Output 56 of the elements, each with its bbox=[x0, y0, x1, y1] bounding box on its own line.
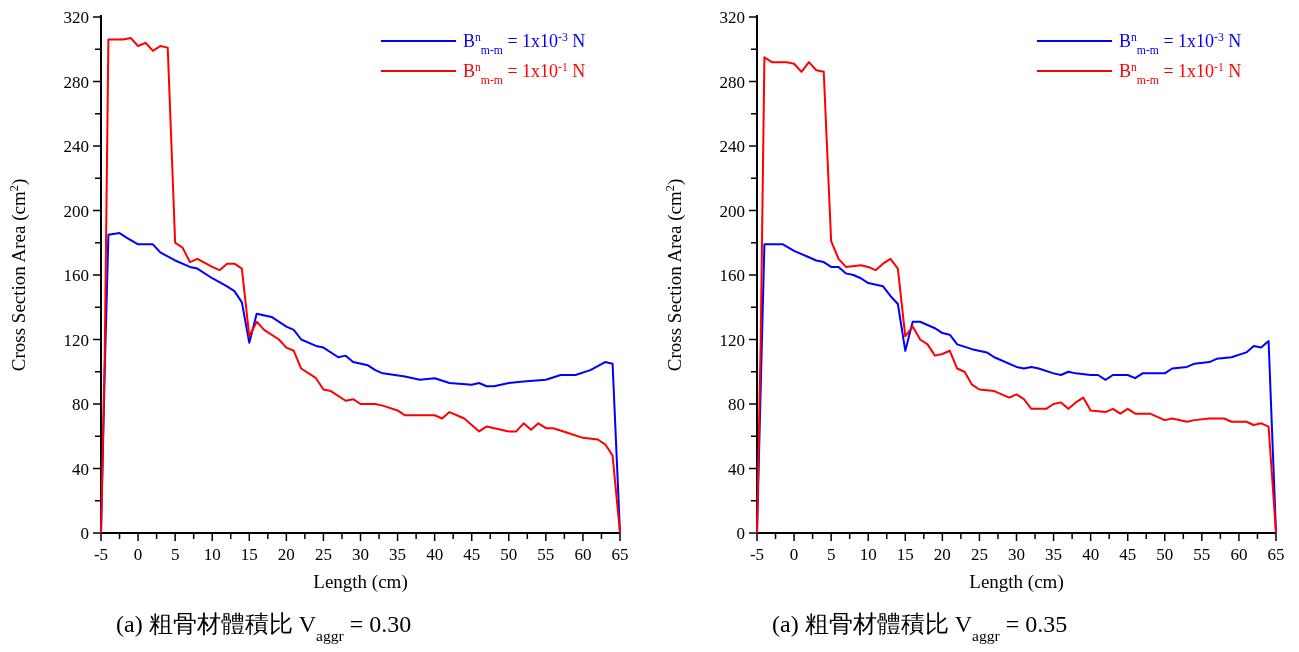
legend-label: B$^{n}$$_{m-m}$ = 1x10$^{-1}$ N bbox=[1119, 60, 1242, 87]
x-tick-label: -5 bbox=[749, 545, 765, 564]
y-tick-label: 280 bbox=[719, 72, 745, 92]
x-axis-title: Length (cm) bbox=[969, 571, 1064, 593]
x-tick-label: 0 bbox=[133, 545, 143, 564]
x-tick-label: 60 bbox=[1230, 545, 1248, 564]
x-tick-label: 55 bbox=[1193, 545, 1211, 564]
x-tick-label: 25 bbox=[970, 545, 988, 564]
x-tick-label: 25 bbox=[314, 545, 332, 564]
legend-label: B$^{n}$$_{m-m}$ = 1x10$^{-3}$ N bbox=[1119, 30, 1242, 57]
legend-label: B$^{n}$$_{m-m}$ = 1x10$^{-1}$ N bbox=[463, 60, 586, 87]
x-tick-label: 15 bbox=[896, 545, 914, 564]
x-tick-label: 45 bbox=[1119, 545, 1137, 564]
y-tick-label: 0 bbox=[736, 524, 745, 543]
x-tick-label: 35 bbox=[389, 545, 407, 564]
x-tick-label: 50 bbox=[1156, 545, 1174, 564]
y-tick-label: 120 bbox=[63, 330, 89, 350]
y-tick-label: 80 bbox=[728, 395, 745, 414]
y-tick-label: 40 bbox=[728, 459, 745, 479]
y-tick-label: 120 bbox=[719, 330, 745, 350]
y-tick-label: 160 bbox=[63, 266, 89, 285]
y-tick-label: 40 bbox=[72, 459, 89, 479]
legend-label: B$^{n}$$_{m-m}$ = 1x10$^{-3}$ N bbox=[463, 30, 586, 57]
text: (a) 粗骨材體積比 V$_{aggr}$ = 0.35 bbox=[772, 611, 1068, 644]
x-tick-label: 45 bbox=[463, 545, 481, 564]
x-tick-label: 5 bbox=[170, 545, 180, 564]
x-tick-label: 60 bbox=[574, 545, 592, 564]
x-axis-title: Length (cm) bbox=[313, 571, 408, 593]
y-tick-label: 0 bbox=[80, 524, 89, 543]
x-tick-label: 40 bbox=[426, 545, 444, 564]
y-tick-label: 200 bbox=[63, 201, 89, 221]
y-tick-label: 80 bbox=[72, 395, 89, 414]
y-tick-label: 200 bbox=[719, 201, 745, 221]
x-tick-label: 15 bbox=[240, 545, 258, 564]
y-tick-label: 320 bbox=[719, 8, 745, 27]
x-tick-label: 65 bbox=[611, 545, 629, 564]
y-tick-label: 320 bbox=[63, 8, 89, 27]
y-tick-label: 160 bbox=[719, 266, 745, 285]
x-tick-label: 40 bbox=[1082, 545, 1100, 564]
x-tick-label: 10 bbox=[859, 545, 877, 564]
x-tick-label: 30 bbox=[1008, 545, 1025, 564]
x-tick-label: 20 bbox=[277, 545, 295, 564]
y-tick-label: 240 bbox=[719, 137, 745, 156]
x-tick-label: 50 bbox=[500, 545, 518, 564]
x-tick-label: 5 bbox=[826, 545, 836, 564]
x-tick-label: 0 bbox=[789, 545, 799, 564]
y-tick-label: 240 bbox=[63, 137, 89, 156]
text: (a) 粗骨材體積比 V$_{aggr}$ = 0.30 bbox=[116, 611, 412, 644]
x-tick-label: 35 bbox=[1045, 545, 1063, 564]
y-tick-label: 280 bbox=[63, 72, 89, 92]
x-tick-label: 55 bbox=[537, 545, 555, 564]
x-tick-label: 30 bbox=[352, 545, 369, 564]
x-tick-label: 20 bbox=[933, 545, 951, 564]
x-tick-label: -5 bbox=[93, 545, 109, 564]
x-tick-label: 10 bbox=[203, 545, 221, 564]
x-tick-label: 65 bbox=[1267, 545, 1285, 564]
